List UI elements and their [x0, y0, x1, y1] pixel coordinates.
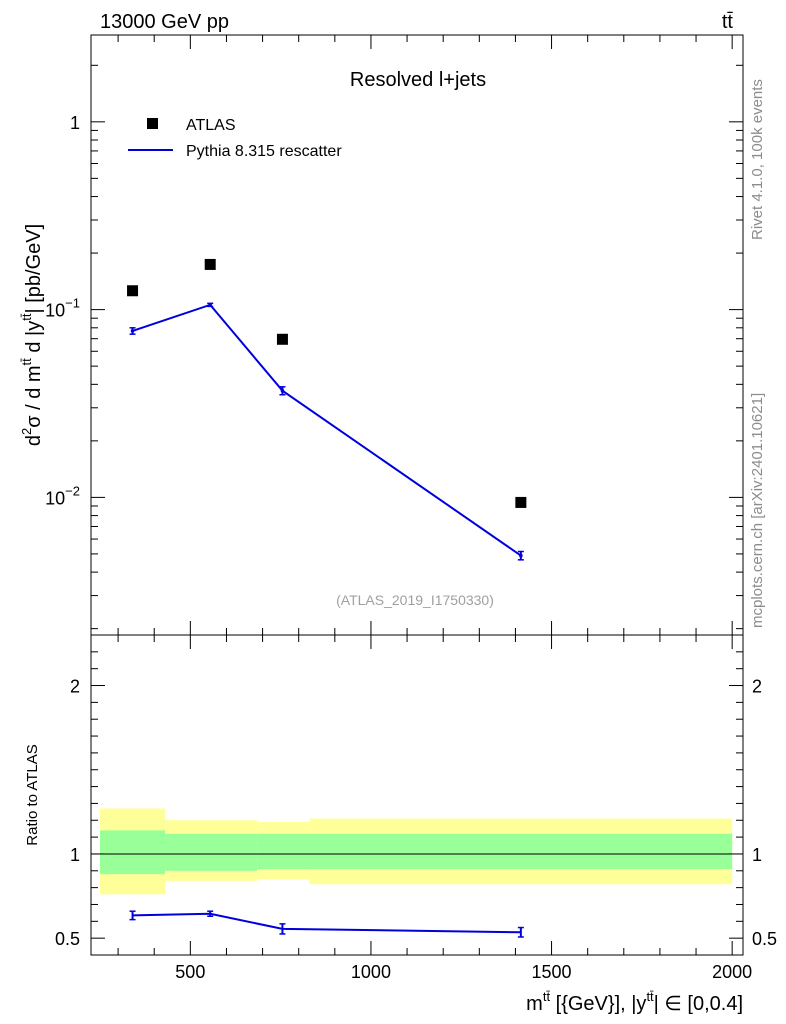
- pythia-point: [130, 329, 135, 333]
- analysis-id: (ATLAS_2019_I1750330): [336, 592, 494, 608]
- pythia-point: [519, 553, 523, 558]
- x-tick-label: 500: [175, 962, 205, 982]
- main-y-tick-label: 10−1: [45, 296, 80, 321]
- legend-atlas-marker: [147, 118, 158, 129]
- x-tick-label: 1000: [351, 962, 391, 982]
- pythia-point: [208, 303, 213, 307]
- pythia-line: [132, 303, 522, 557]
- ratio-y-tick-label-right: 1: [752, 845, 762, 865]
- atlas-marker: [276, 333, 288, 345]
- main-series: [127, 258, 527, 561]
- main-ylabel: d2σ / d mtt̄ d |ytt̄| [pb/GeV]: [19, 224, 45, 446]
- main-panel: 10−2 10−1 1 Resolved l+jets (ATLAS_2019_I1…: [19, 34, 744, 636]
- x-tick-label: 2000: [712, 962, 752, 982]
- ratio-bands: [100, 808, 733, 895]
- ratio-stat-band: [100, 830, 166, 875]
- header-left: 13000 GeV pp: [100, 11, 229, 33]
- atlas-marker: [204, 258, 216, 270]
- ratio-series: [129, 910, 524, 938]
- legend: ATLAS Pythia 8.315 rescatter: [128, 117, 342, 160]
- rivet-version-text: Rivet 4.1.0, 100k events: [749, 79, 766, 240]
- main-y-tick-label: 10−2: [45, 483, 80, 508]
- x-axis-label: mtt̄ [{GeV}], |ytt̄| ∈ [0,0.4]: [526, 989, 743, 1015]
- ratio-stat-band: [165, 833, 258, 871]
- atlas-marker: [515, 496, 527, 508]
- ratio-stat-band: [257, 833, 310, 870]
- main-y-tick-label: 1: [70, 113, 80, 133]
- ratio-y-tick-label: 2: [70, 677, 80, 697]
- ratio-y-tick-label-right: 2: [752, 677, 762, 697]
- atlas-marker: [127, 285, 139, 297]
- ratio-frame: [90, 634, 744, 956]
- pythia-point: [280, 388, 285, 393]
- ratio-y-tick-label: 0.5: [55, 929, 80, 949]
- main-ticks: 10−2 10−1 1: [45, 35, 743, 635]
- header-right: tt̄: [722, 11, 734, 33]
- ratio-y-tick-label-right: 0.5: [752, 929, 777, 949]
- legend-pythia-label: Pythia 8.315 rescatter: [186, 143, 342, 160]
- x-tick-label: 1500: [532, 962, 572, 982]
- pythia-ratio-line: [132, 912, 521, 934]
- mcplots-source-text: mcplots.cern.ch [arXiv:2401.10621]: [749, 393, 766, 628]
- chart-title: Resolved l+jets: [350, 69, 486, 91]
- ratio-stat-band: [309, 833, 733, 870]
- ratio-y-tick-label: 1: [70, 845, 80, 865]
- ratio-ylabel: Ratio to ATLAS: [24, 744, 41, 845]
- legend-atlas-label: ATLAS: [186, 117, 236, 134]
